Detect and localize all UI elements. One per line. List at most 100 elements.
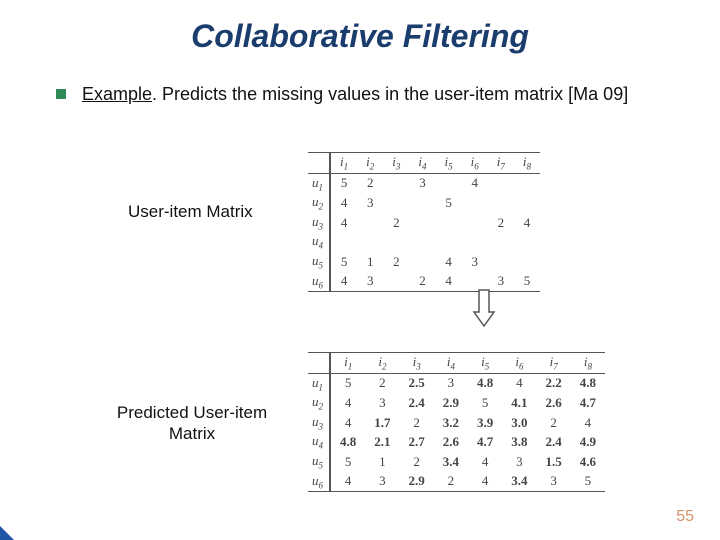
table-cell: 2: [434, 472, 468, 492]
down-arrow-icon: [470, 288, 498, 333]
table-cell: 3: [365, 393, 399, 413]
table-cell: 5: [330, 452, 365, 472]
label-user-item-matrix: User-item Matrix: [128, 202, 253, 222]
table-cell: 4: [330, 193, 357, 213]
table-corner: [308, 353, 330, 374]
label-predicted-matrix: Predicted User-item Matrix: [112, 402, 272, 445]
col-header: i3: [400, 353, 434, 374]
col-header: i6: [502, 353, 536, 374]
row-header: u1: [308, 373, 330, 393]
table-cell: 2: [488, 213, 514, 233]
table-cell: 2: [400, 452, 434, 472]
table-cell: 2: [357, 173, 383, 193]
table-cell: 4: [436, 252, 462, 272]
table-cell: 3: [357, 272, 383, 292]
table-cell: 3: [434, 373, 468, 393]
corner-accent: [0, 526, 14, 540]
table-cell: 2.2: [537, 373, 571, 393]
table-cell: 3: [409, 173, 435, 193]
user-item-matrix-table: i1i2i3i4i5i6i7i8u15234u2435u34224u4u5512…: [308, 152, 540, 292]
table-cell: 2.5: [400, 373, 434, 393]
col-header: i2: [365, 353, 399, 374]
table-cell: [488, 252, 514, 272]
row-header: u3: [308, 213, 330, 233]
table-cell: 4.1: [502, 393, 536, 413]
table-cell: [330, 232, 357, 252]
table-cell: 4.7: [571, 393, 605, 413]
table-cell: 5: [436, 193, 462, 213]
col-header: i5: [436, 153, 462, 174]
table-cell: 1.5: [537, 452, 571, 472]
table-cell: 5: [330, 173, 357, 193]
table-cell: [462, 232, 488, 252]
table-cell: 4.9: [571, 432, 605, 452]
table-cell: 2.9: [434, 393, 468, 413]
row-header: u2: [308, 393, 330, 413]
table-cell: 3.9: [468, 413, 502, 433]
example-word: Example: [82, 84, 152, 104]
table-cell: [514, 252, 540, 272]
row-header: u3: [308, 413, 330, 433]
bullet-item: Example. Predicts the missing values in …: [56, 83, 680, 106]
bullet-text: Example. Predicts the missing values in …: [82, 83, 628, 106]
table-cell: 2.4: [400, 393, 434, 413]
row-header: u5: [308, 452, 330, 472]
table-cell: 3: [502, 452, 536, 472]
table-cell: 2: [383, 252, 409, 272]
col-header: i5: [468, 353, 502, 374]
table-cell: 4.8: [468, 373, 502, 393]
table-cell: 3: [537, 472, 571, 492]
table-cell: 2.6: [434, 432, 468, 452]
page-number: 55: [676, 508, 694, 526]
table-cell: 3.0: [502, 413, 536, 433]
table-cell: 4: [502, 373, 536, 393]
table-cell: [383, 173, 409, 193]
table-cell: 1.7: [365, 413, 399, 433]
row-header: u6: [308, 472, 330, 492]
table-cell: 5: [514, 272, 540, 292]
table-cell: 2.7: [400, 432, 434, 452]
table-cell: 4.6: [571, 452, 605, 472]
col-header: i3: [383, 153, 409, 174]
table-cell: 3: [365, 472, 399, 492]
table-cell: 5: [330, 373, 365, 393]
bullet-marker: [56, 89, 66, 99]
slide-title: Collaborative Filtering: [0, 0, 720, 55]
table-cell: 4: [330, 393, 365, 413]
table-cell: 3.4: [434, 452, 468, 472]
table-cell: [409, 213, 435, 233]
table-cell: [488, 173, 514, 193]
col-header: i8: [514, 153, 540, 174]
table-cell: [514, 173, 540, 193]
table-cell: 4: [514, 213, 540, 233]
table-cell: 3: [462, 252, 488, 272]
table-cell: 2: [409, 272, 435, 292]
table-cell: 5: [330, 252, 357, 272]
col-header: i4: [409, 153, 435, 174]
table-cell: 4: [462, 173, 488, 193]
table-corner: [308, 153, 330, 174]
table-cell: [436, 232, 462, 252]
table-cell: [357, 232, 383, 252]
table-cell: 5: [468, 393, 502, 413]
table-cell: 3.4: [502, 472, 536, 492]
col-header: i7: [488, 153, 514, 174]
row-header: u4: [308, 432, 330, 452]
table-cell: 4: [468, 472, 502, 492]
table-cell: 4: [436, 272, 462, 292]
table-cell: [488, 193, 514, 213]
table-cell: 2: [537, 413, 571, 433]
table-cell: 2: [383, 213, 409, 233]
row-header: u5: [308, 252, 330, 272]
table-cell: 4.8: [571, 373, 605, 393]
predicted-matrix-table: i1i2i3i4i5i6i7i8u1522.534.842.24.8u2432.…: [308, 352, 605, 492]
table-cell: 4.7: [468, 432, 502, 452]
table-cell: 4: [468, 452, 502, 472]
table-cell: 4: [571, 413, 605, 433]
col-header: i6: [462, 153, 488, 174]
col-header: i1: [330, 353, 365, 374]
table-cell: 2: [365, 373, 399, 393]
table-cell: 3.8: [502, 432, 536, 452]
col-header: i8: [571, 353, 605, 374]
row-header: u1: [308, 173, 330, 193]
